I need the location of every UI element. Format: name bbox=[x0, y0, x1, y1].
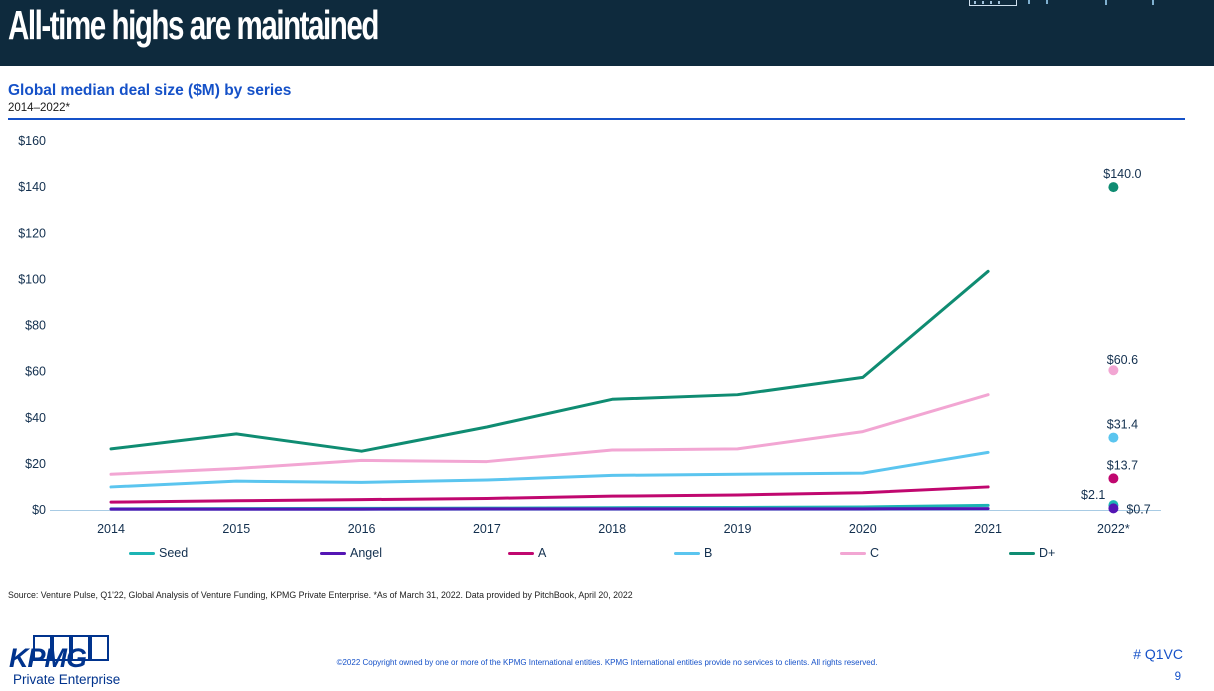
x-tick-label: 2015 bbox=[222, 522, 250, 536]
end-label-Seed: $2.1 bbox=[1081, 488, 1105, 502]
chart-legend: Seed Angel A B C D+ bbox=[0, 546, 1214, 564]
y-tick-label: $40 bbox=[25, 411, 46, 425]
y-tick-label: $160 bbox=[18, 134, 46, 148]
header-artifact-dash bbox=[1028, 0, 1030, 4]
header-artifact-tick bbox=[974, 1, 976, 4]
header-artifact-tick bbox=[982, 1, 984, 4]
legend-swatch-Seed bbox=[129, 551, 155, 555]
y-tick-label: $140 bbox=[18, 180, 46, 194]
y-tick-label: $0 bbox=[32, 503, 46, 517]
x-tick-label: 2014 bbox=[97, 522, 125, 536]
legend-item-Seed: Seed bbox=[129, 546, 188, 560]
chart-subtitle: 2014–2022* bbox=[8, 102, 71, 114]
legend-swatch-Angel bbox=[320, 551, 346, 555]
source-note: Source: Venture Pulse, Q1'22, Global Ana… bbox=[8, 590, 633, 600]
header-artifact-dash bbox=[1046, 0, 1048, 4]
legend-swatch-D+ bbox=[1009, 551, 1035, 555]
legend-swatch-A bbox=[508, 551, 534, 555]
x-tick-label: 2020 bbox=[849, 522, 877, 536]
legend-label-A: A bbox=[538, 546, 547, 560]
copyright-text: ©2022 Copyright owned by one or more of … bbox=[336, 658, 878, 667]
header-artifact-dash bbox=[1152, 0, 1154, 5]
deal-size-chart-svg: $0 $20 $40 $60 $80 $100 $120 $140 $160 2014 2015 20… bbox=[18, 134, 1161, 536]
header-artifact-tick bbox=[990, 1, 992, 4]
series-line-C bbox=[109, 393, 990, 476]
legend-label-B: B bbox=[704, 546, 713, 560]
series-line-A bbox=[109, 485, 990, 504]
x-tick-label: 2019 bbox=[724, 522, 752, 536]
y-tick-label: $100 bbox=[18, 272, 46, 286]
hashtag-label: # Q1VC bbox=[1133, 646, 1183, 662]
end-dot-A bbox=[1108, 473, 1119, 484]
end-dot-D+ bbox=[1108, 182, 1119, 193]
legend-item-D+: D+ bbox=[1009, 546, 1055, 560]
y-tick-label: $60 bbox=[25, 365, 46, 379]
legend-item-B: B bbox=[674, 546, 712, 560]
kpmg-logo-subtext: Private Enterprise bbox=[13, 672, 120, 687]
slide-header: All-time highs are maintained bbox=[0, 0, 1214, 66]
legend-swatch-B bbox=[674, 551, 700, 555]
legend-label-C: C bbox=[870, 546, 880, 560]
header-artifact-tick bbox=[998, 1, 1000, 4]
end-label-Angel: $0.7 bbox=[1126, 502, 1150, 516]
end-label-A: $13.7 bbox=[1107, 458, 1138, 472]
legend-label-Angel: Angel bbox=[350, 546, 382, 560]
x-tick-label: 2022* bbox=[1097, 522, 1130, 536]
end-dot-B bbox=[1108, 432, 1119, 443]
x-tick-label: 2021 bbox=[974, 522, 1002, 536]
legend-item-Angel: Angel bbox=[320, 546, 382, 560]
page-number: 9 bbox=[1174, 671, 1181, 683]
legend-label-Seed: Seed bbox=[159, 546, 189, 560]
header-artifact-dash bbox=[1105, 0, 1107, 5]
header-artifact-box bbox=[969, 0, 1017, 6]
legend-item-A: A bbox=[508, 546, 546, 560]
end-dot-C bbox=[1108, 365, 1119, 376]
y-tick-label: $120 bbox=[18, 226, 46, 240]
legend-label-D+: D+ bbox=[1039, 546, 1056, 560]
y-tick-label: $80 bbox=[25, 319, 46, 333]
y-tick-label: $20 bbox=[25, 457, 46, 471]
legend-item-C: C bbox=[840, 546, 879, 560]
end-label-B: $31.4 bbox=[1107, 418, 1138, 432]
end-label-D+: $140.0 bbox=[1103, 167, 1141, 181]
slide-title: All-time highs are maintained bbox=[8, 2, 379, 48]
x-tick-label: 2018 bbox=[598, 522, 626, 536]
kpmg-logo: KPMG Private Enterprise bbox=[9, 635, 120, 687]
end-label-C: $60.6 bbox=[1107, 353, 1138, 367]
title-divider bbox=[8, 118, 1185, 120]
legend-swatch-C bbox=[840, 551, 866, 555]
series-line-B bbox=[109, 450, 990, 489]
x-tick-label: 2017 bbox=[473, 522, 501, 536]
x-tick-label: 2016 bbox=[348, 522, 376, 536]
chart-title: Global median deal size ($M) by series bbox=[8, 82, 292, 99]
series-line-D+ bbox=[109, 269, 990, 453]
kpmg-logo-text: KPMG bbox=[9, 643, 87, 673]
end-dot-Angel bbox=[1108, 503, 1119, 514]
